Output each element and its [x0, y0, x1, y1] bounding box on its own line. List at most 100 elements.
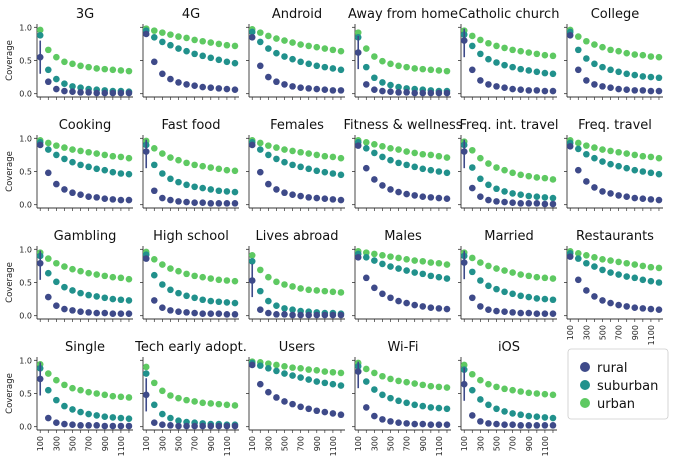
- point-urban: [69, 146, 76, 153]
- point-suburban: [395, 83, 402, 91]
- panel-users: Users 100 300 500 700 900 1100: [246, 340, 345, 456]
- point-urban: [362, 365, 370, 373]
- point-rural: [395, 89, 402, 96]
- x-tick-label: 100: [36, 436, 45, 451]
- point-urban: [329, 153, 337, 161]
- point-suburban: [297, 58, 304, 66]
- point-suburban: [549, 414, 557, 422]
- point-rural: [533, 87, 541, 94]
- point-suburban: [199, 52, 206, 60]
- point-suburban: [427, 166, 435, 174]
- x-tick-label: 900: [207, 436, 216, 451]
- point-urban: [44, 255, 52, 262]
- point-rural: [159, 421, 166, 428]
- point-rural: [615, 192, 622, 199]
- point-urban: [607, 46, 614, 54]
- point-urban: [117, 393, 125, 401]
- point-rural: [207, 200, 215, 207]
- point-rural: [159, 304, 166, 312]
- point-suburban: [281, 305, 288, 312]
- x-tick-label: 900: [525, 436, 534, 451]
- point-urban: [615, 148, 622, 156]
- point-suburban: [321, 379, 329, 387]
- point-rural: [525, 87, 533, 94]
- point-rural: [150, 58, 158, 66]
- point-rural: [231, 422, 239, 430]
- panel-title: High school: [153, 229, 229, 244]
- panel-gambling: Gambling 0.0 0.5 1.0 Coverage: [5, 229, 133, 322]
- y-axis-label: Coverage: [5, 40, 15, 81]
- point-urban: [623, 259, 630, 267]
- point-suburban: [443, 275, 451, 282]
- x-tick-label: 1100: [435, 436, 444, 456]
- point-urban: [639, 51, 647, 59]
- point-suburban: [150, 271, 158, 279]
- point-rural: [297, 403, 304, 411]
- point-urban: [647, 153, 655, 161]
- panel-females: Females: [246, 118, 345, 211]
- point-suburban: [337, 382, 345, 389]
- point-urban: [427, 66, 435, 74]
- point-suburban: [533, 413, 541, 421]
- point-suburban: [117, 170, 125, 177]
- point-suburban: [371, 149, 378, 157]
- point-rural: [321, 86, 329, 93]
- point-urban: [525, 272, 533, 280]
- point-suburban: [541, 194, 549, 201]
- point-rural: [460, 259, 468, 266]
- point-suburban: [297, 163, 304, 171]
- point-rural: [525, 309, 533, 317]
- point-suburban: [647, 169, 655, 177]
- point-suburban: [607, 66, 614, 74]
- point-urban: [533, 174, 541, 181]
- point-suburban: [289, 306, 296, 314]
- legend-label-rural: rural: [597, 361, 628, 376]
- point-rural: [411, 301, 418, 309]
- point-suburban: [207, 186, 215, 193]
- x-tick-label: 300: [582, 325, 591, 340]
- point-urban: [191, 398, 198, 405]
- point-rural: [248, 141, 256, 149]
- x-tick-label: 500: [68, 436, 77, 451]
- point-suburban: [639, 73, 647, 80]
- point-urban: [256, 266, 264, 274]
- x-tick-label: 1100: [541, 436, 550, 456]
- point-suburban: [223, 58, 231, 66]
- point-urban: [223, 166, 231, 174]
- point-rural: [583, 77, 590, 84]
- point-urban: [44, 46, 52, 54]
- point-rural: [305, 405, 312, 413]
- point-suburban: [167, 41, 174, 49]
- point-suburban: [533, 68, 541, 76]
- point-suburban: [329, 380, 337, 388]
- point-urban: [167, 392, 174, 399]
- point-urban: [289, 147, 296, 155]
- point-rural: [411, 420, 418, 428]
- point-rural: [256, 306, 264, 314]
- point-rural: [183, 422, 190, 430]
- point-rural: [419, 303, 427, 310]
- point-suburban: [509, 63, 516, 71]
- point-rural: [175, 198, 182, 205]
- point-rural: [607, 299, 614, 307]
- point-suburban: [150, 33, 158, 41]
- panels-layer: 3G 0.0 0.5 1.0 Coverage 4G Android Away from ho…: [5, 7, 663, 456]
- point-urban: [387, 253, 394, 260]
- point-suburban: [167, 414, 174, 422]
- point-suburban: [321, 168, 329, 176]
- point-urban: [525, 49, 533, 56]
- point-urban: [419, 257, 427, 265]
- point-urban: [631, 51, 639, 58]
- point-rural: [265, 309, 272, 317]
- point-suburban: [117, 296, 125, 304]
- legend-box: [567, 348, 669, 420]
- point-suburban: [501, 188, 508, 195]
- point-suburban: [395, 265, 402, 272]
- point-suburban: [44, 269, 52, 277]
- point-rural: [493, 83, 500, 90]
- point-rural: [354, 368, 362, 375]
- point-rural: [231, 200, 239, 207]
- point-urban: [362, 45, 370, 52]
- point-suburban: [615, 271, 622, 278]
- x-tick-label: 300: [158, 436, 167, 451]
